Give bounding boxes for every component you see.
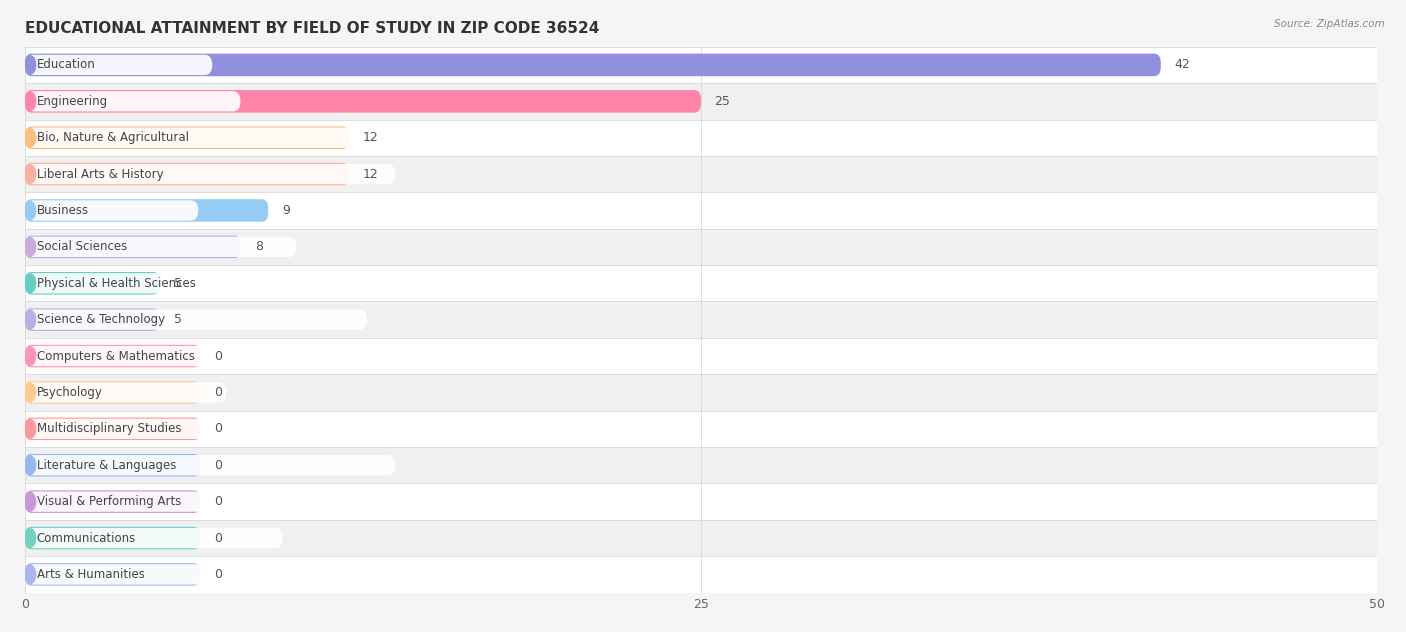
FancyBboxPatch shape <box>27 564 325 585</box>
FancyBboxPatch shape <box>25 490 201 513</box>
Text: 0: 0 <box>214 459 222 471</box>
Text: 12: 12 <box>363 167 378 181</box>
FancyBboxPatch shape <box>25 90 702 112</box>
Bar <box>25 83 1376 119</box>
Text: 0: 0 <box>214 568 222 581</box>
Text: 8: 8 <box>254 240 263 253</box>
Ellipse shape <box>25 128 37 147</box>
Text: 9: 9 <box>281 204 290 217</box>
Text: Science & Technology: Science & Technology <box>37 313 165 326</box>
FancyBboxPatch shape <box>25 163 350 185</box>
Bar <box>25 447 1376 483</box>
Text: Communications: Communications <box>37 532 136 545</box>
Text: 0: 0 <box>214 532 222 545</box>
Ellipse shape <box>25 201 37 220</box>
FancyBboxPatch shape <box>27 310 367 330</box>
FancyBboxPatch shape <box>27 128 451 148</box>
Text: Education: Education <box>37 58 96 71</box>
FancyBboxPatch shape <box>27 91 240 111</box>
FancyBboxPatch shape <box>27 492 423 512</box>
Ellipse shape <box>25 274 37 293</box>
FancyBboxPatch shape <box>25 199 269 222</box>
Text: 0: 0 <box>214 349 222 363</box>
Text: Psychology: Psychology <box>37 386 103 399</box>
Text: 0: 0 <box>214 386 222 399</box>
FancyBboxPatch shape <box>25 272 160 295</box>
Text: 0: 0 <box>214 495 222 508</box>
FancyBboxPatch shape <box>25 381 201 404</box>
FancyBboxPatch shape <box>25 526 201 549</box>
FancyBboxPatch shape <box>27 237 297 257</box>
Text: Social Sciences: Social Sciences <box>37 240 127 253</box>
Ellipse shape <box>25 55 37 75</box>
Bar <box>25 265 1376 301</box>
Text: 12: 12 <box>363 131 378 144</box>
Ellipse shape <box>25 92 37 111</box>
Bar <box>25 520 1376 556</box>
Text: 0: 0 <box>214 422 222 435</box>
Bar <box>25 556 1376 593</box>
Text: Source: ZipAtlas.com: Source: ZipAtlas.com <box>1274 19 1385 29</box>
FancyBboxPatch shape <box>25 454 201 477</box>
Text: 5: 5 <box>173 277 181 290</box>
Ellipse shape <box>25 492 37 511</box>
FancyBboxPatch shape <box>25 54 1161 76</box>
FancyBboxPatch shape <box>27 346 409 366</box>
Bar <box>25 374 1376 411</box>
Text: Literature & Languages: Literature & Languages <box>37 459 176 471</box>
Bar <box>25 483 1376 520</box>
Ellipse shape <box>25 383 37 402</box>
FancyBboxPatch shape <box>25 345 201 367</box>
Ellipse shape <box>25 565 37 584</box>
Text: Multidisciplinary Studies: Multidisciplinary Studies <box>37 422 181 435</box>
Bar <box>25 119 1376 156</box>
Ellipse shape <box>25 346 37 366</box>
Ellipse shape <box>25 164 37 184</box>
Bar <box>25 411 1376 447</box>
FancyBboxPatch shape <box>27 418 437 439</box>
FancyBboxPatch shape <box>27 55 212 75</box>
Bar <box>25 229 1376 265</box>
Text: 25: 25 <box>714 95 730 108</box>
FancyBboxPatch shape <box>25 126 350 149</box>
FancyBboxPatch shape <box>27 273 451 293</box>
Bar <box>25 156 1376 192</box>
Ellipse shape <box>25 419 37 439</box>
FancyBboxPatch shape <box>27 164 395 185</box>
Ellipse shape <box>25 310 37 329</box>
FancyBboxPatch shape <box>27 455 395 475</box>
Text: Engineering: Engineering <box>37 95 108 108</box>
Bar <box>25 338 1376 374</box>
FancyBboxPatch shape <box>25 418 201 440</box>
Text: Liberal Arts & History: Liberal Arts & History <box>37 167 163 181</box>
Text: Visual & Performing Arts: Visual & Performing Arts <box>37 495 181 508</box>
Ellipse shape <box>25 456 37 475</box>
FancyBboxPatch shape <box>25 308 160 331</box>
Bar <box>25 301 1376 338</box>
FancyBboxPatch shape <box>27 528 283 548</box>
Text: Physical & Health Sciences: Physical & Health Sciences <box>37 277 195 290</box>
FancyBboxPatch shape <box>27 200 198 221</box>
Text: 5: 5 <box>173 313 181 326</box>
Text: EDUCATIONAL ATTAINMENT BY FIELD OF STUDY IN ZIP CODE 36524: EDUCATIONAL ATTAINMENT BY FIELD OF STUDY… <box>25 21 599 36</box>
Text: Bio, Nature & Agricultural: Bio, Nature & Agricultural <box>37 131 188 144</box>
Ellipse shape <box>25 528 37 548</box>
Bar <box>25 47 1376 83</box>
Bar <box>25 192 1376 229</box>
Text: 42: 42 <box>1174 58 1189 71</box>
FancyBboxPatch shape <box>25 236 242 258</box>
FancyBboxPatch shape <box>25 563 201 586</box>
Ellipse shape <box>25 237 37 257</box>
FancyBboxPatch shape <box>27 382 226 403</box>
Text: Business: Business <box>37 204 89 217</box>
Text: Arts & Humanities: Arts & Humanities <box>37 568 145 581</box>
Text: Computers & Mathematics: Computers & Mathematics <box>37 349 194 363</box>
